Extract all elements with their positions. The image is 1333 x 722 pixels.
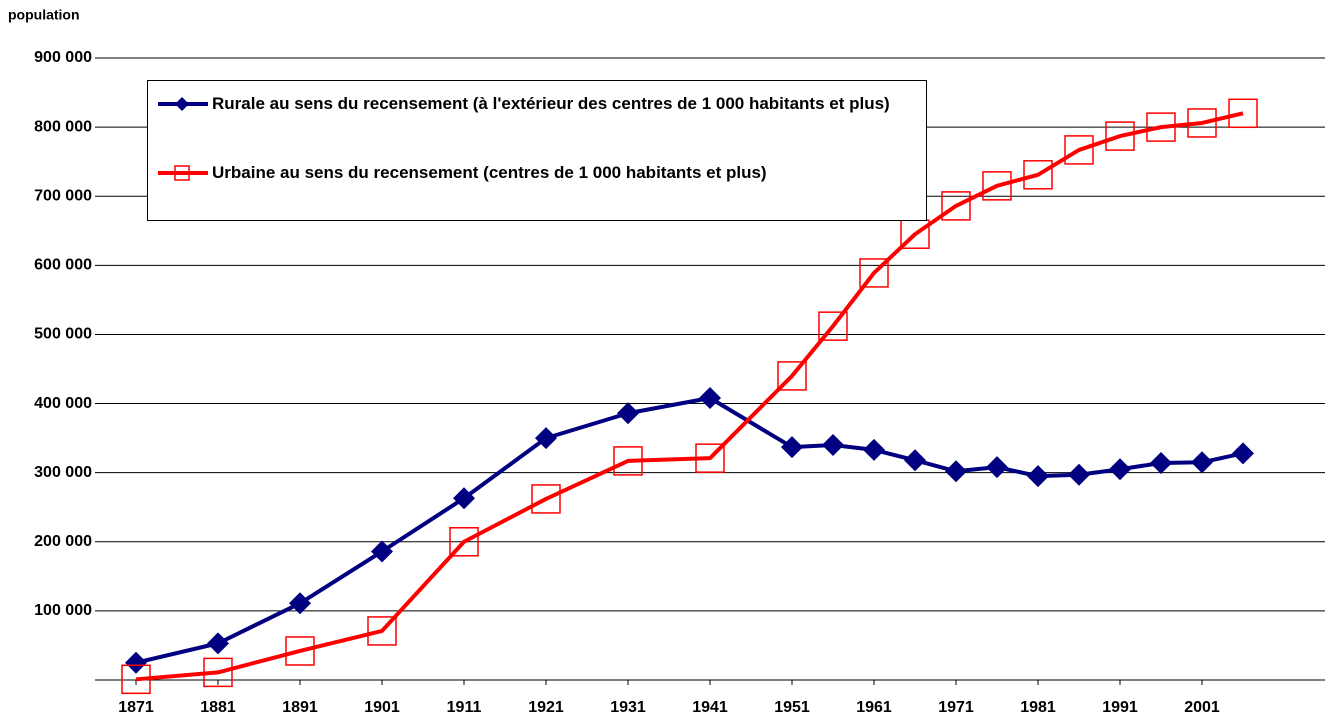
data-point bbox=[453, 487, 475, 510]
data-point bbox=[1068, 463, 1090, 486]
x-tick-label: 1941 bbox=[692, 699, 728, 716]
y-tick-label: 100 000 bbox=[34, 602, 92, 619]
x-tick-label: 1981 bbox=[1020, 699, 1056, 716]
data-point bbox=[1023, 160, 1053, 190]
data-point bbox=[531, 484, 561, 514]
data-point bbox=[125, 651, 147, 674]
series-line bbox=[135, 396, 1244, 665]
x-tick-label: 2001 bbox=[1184, 699, 1220, 716]
data-point bbox=[1064, 135, 1094, 165]
y-tick-label: 800 000 bbox=[34, 118, 92, 135]
data-point bbox=[1150, 451, 1172, 474]
data-point bbox=[449, 527, 479, 557]
data-point bbox=[863, 438, 885, 461]
series-line bbox=[135, 111, 1244, 682]
data-point bbox=[613, 446, 643, 476]
data-point bbox=[904, 449, 926, 472]
data-point bbox=[1232, 442, 1254, 465]
x-tick-label: 1931 bbox=[610, 699, 646, 716]
y-tick-label: 300 000 bbox=[34, 464, 92, 481]
data-point bbox=[371, 540, 393, 563]
x-tick-label: 1991 bbox=[1102, 699, 1138, 716]
data-point bbox=[695, 443, 725, 473]
x-tick-label: 1871 bbox=[118, 699, 154, 716]
data-point bbox=[859, 258, 889, 288]
legend-marker bbox=[174, 165, 190, 181]
legend-marker bbox=[175, 97, 189, 111]
x-tick-label: 1921 bbox=[528, 699, 564, 716]
data-point bbox=[203, 657, 233, 688]
data-point bbox=[535, 427, 557, 450]
x-tick-label: 1891 bbox=[282, 699, 318, 716]
data-point bbox=[822, 434, 844, 457]
x-tick-label: 1971 bbox=[938, 699, 974, 716]
data-point bbox=[1027, 465, 1049, 488]
data-point bbox=[986, 456, 1008, 479]
data-point bbox=[1191, 451, 1213, 474]
y-tick-label: 200 000 bbox=[34, 533, 92, 550]
data-point bbox=[121, 664, 151, 695]
data-point bbox=[289, 592, 311, 615]
data-point bbox=[777, 361, 807, 391]
data-point bbox=[617, 402, 639, 425]
data-point bbox=[207, 632, 229, 655]
legend-symbols bbox=[158, 97, 208, 181]
legend-entry: Urbaine au sens du recensement (centres … bbox=[212, 163, 767, 182]
y-tick-label: 700 000 bbox=[34, 187, 92, 204]
legend-entry: Rurale au sens du recensement (à l'extér… bbox=[212, 94, 890, 113]
data-point bbox=[781, 436, 803, 459]
x-tick-label: 1881 bbox=[200, 699, 236, 716]
data-point bbox=[945, 460, 967, 483]
data-point bbox=[818, 311, 848, 341]
data-point bbox=[367, 616, 397, 646]
data-point bbox=[699, 387, 721, 410]
y-tick-label: 500 000 bbox=[34, 326, 92, 343]
x-tick-label: 1961 bbox=[856, 699, 892, 716]
data-point bbox=[1187, 108, 1217, 138]
data-point bbox=[1105, 121, 1135, 151]
data-point bbox=[1146, 112, 1176, 142]
y-tick-label: 400 000 bbox=[34, 395, 92, 412]
data-point bbox=[285, 636, 315, 666]
data-point bbox=[982, 171, 1012, 201]
y-tick-label: 900 000 bbox=[34, 49, 92, 66]
x-tick-label: 1901 bbox=[364, 699, 400, 716]
y-axis-label: population bbox=[8, 7, 80, 23]
data-point bbox=[1109, 458, 1131, 481]
x-tick-label: 1911 bbox=[447, 699, 482, 716]
data-point bbox=[1228, 98, 1258, 129]
legend: Rurale au sens du recensement (à l'extér… bbox=[147, 80, 927, 221]
data-point bbox=[941, 191, 971, 221]
x-tick-label: 1951 bbox=[774, 699, 810, 716]
y-tick-label: 600 000 bbox=[34, 257, 92, 274]
